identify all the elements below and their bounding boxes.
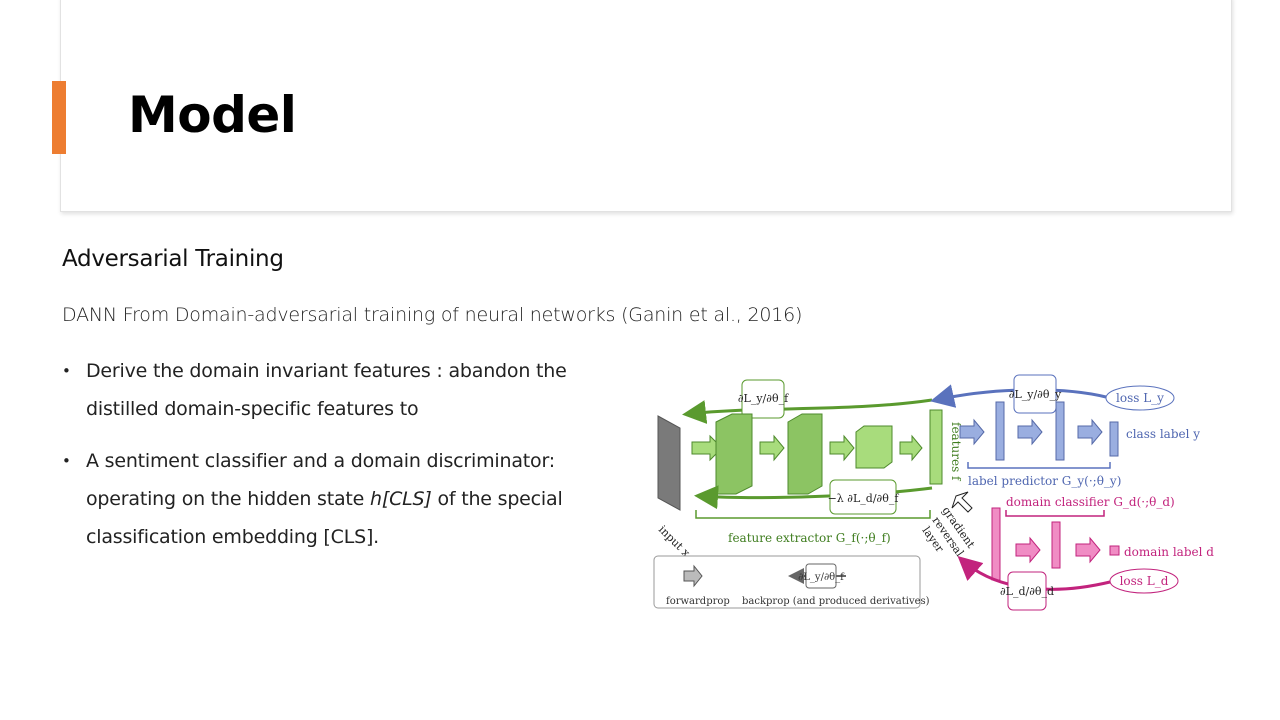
forward-arrow-icon [1077, 418, 1103, 446]
domain-label-text: domain label d [1124, 545, 1214, 559]
reversed-grad-box [829, 479, 897, 515]
grad-ly-thetay-label: ∂L_y/∂θ_y [1009, 388, 1062, 401]
bullet-dot-icon: • [62, 362, 71, 380]
legend-box [653, 555, 921, 609]
legend-forward-label: forwardprop [666, 596, 730, 607]
dann-diagram: ∂L_y/∂θ_f ∂L_y/∂θ_y loss L_y input x fea… [653, 374, 1214, 611]
feature-extractor-layer-2 [787, 413, 823, 495]
feature-extractor-layer-1 [715, 413, 753, 495]
label-predictor-layer-1 [995, 401, 1005, 461]
input-label: input x [656, 523, 693, 560]
input-layer [657, 415, 681, 511]
label-predictor-label: label predictor G_y(·;θ_y) [968, 474, 1121, 488]
bullet-list: • Derive the domain invariant features :… [62, 352, 602, 570]
loss-ld-label: loss L_d [1120, 574, 1169, 588]
reversed-gradient-arrow [694, 485, 933, 510]
legend-backprop-label: backprop (and produced derivatives) [742, 596, 930, 607]
domain-output-cube [1109, 545, 1120, 556]
features-bar [929, 409, 943, 485]
bullet-text-after: of the special classification embedding … [86, 488, 563, 548]
slide-title: Model [128, 86, 297, 144]
label-predictor-brace [967, 462, 1111, 469]
loss-ly-ellipse [1105, 385, 1175, 411]
bullet-item: • Derive the domain invariant features :… [62, 352, 602, 428]
forward-arrow-icon [1075, 536, 1101, 564]
grad-box-ly-thetay [1013, 374, 1057, 414]
grad-box-ld-thetad [1007, 571, 1047, 611]
grad-ly-thetaf-label: ∂L_y/∂θ_f [738, 392, 789, 405]
title-card [60, 0, 1232, 212]
label-predictor-layer-2 [1055, 401, 1065, 461]
forward-arrow-icon [1015, 536, 1041, 564]
forward-arrow-icon [1017, 418, 1043, 446]
class-label-text: class label y [1126, 427, 1200, 441]
reversed-grad-label: −λ ∂L_d/∂θ_f [828, 492, 900, 505]
bullet-emphasis: h[CLS] [370, 488, 432, 510]
legend-grad-box [805, 563, 837, 589]
loss-ld-ellipse [1109, 568, 1179, 594]
forward-arrow-icon [959, 418, 985, 446]
forward-arrow-icon [829, 434, 855, 462]
bullet-text: Derive the domain invariant features : a… [86, 360, 567, 420]
dann-architecture-figure: ∂L_y/∂θ_f ∂L_y/∂θ_y loss L_y input x fea… [650, 370, 1220, 615]
feature-extractor-label: feature extractor G_f(·;θ_f) [728, 531, 891, 545]
section-heading: Adversarial Training [62, 246, 284, 272]
forward-arrow-icon [759, 434, 785, 462]
domain-classifier-label: domain classifier G_d(·;θ_d) [1006, 495, 1175, 509]
bullet-item: • A sentiment classifier and a domain di… [62, 442, 602, 556]
bullet-text-before: A sentiment classifier and a domain disc… [86, 450, 555, 510]
feature-extractor-brace [695, 510, 931, 519]
grad-box-ly-thetaf [741, 379, 785, 419]
forwardprop-legend-icon [683, 564, 703, 588]
gradient-reversal-icon [951, 491, 973, 513]
domain-classifier-layer-1 [991, 507, 1001, 581]
class-output-layer [1109, 421, 1119, 457]
title-accent-bar [52, 81, 66, 154]
backprop-arrow-top [682, 398, 933, 424]
intro-text: DANN From Domain-adversarial training of… [62, 304, 803, 326]
loss-ly-label: loss L_y [1116, 391, 1164, 405]
feature-extractor-layer-3 [855, 425, 893, 469]
forward-arrow-icon [899, 434, 923, 462]
domain-classifier-brace [1005, 510, 1105, 517]
domain-classifier-layer-2 [1051, 521, 1061, 569]
bullet-dot-icon: • [62, 452, 71, 470]
grad-ld-thetad-label: ∂L_d/∂θ_d [1000, 585, 1054, 598]
legend-grad-label: ∂L_y/∂θ_f [798, 572, 845, 583]
